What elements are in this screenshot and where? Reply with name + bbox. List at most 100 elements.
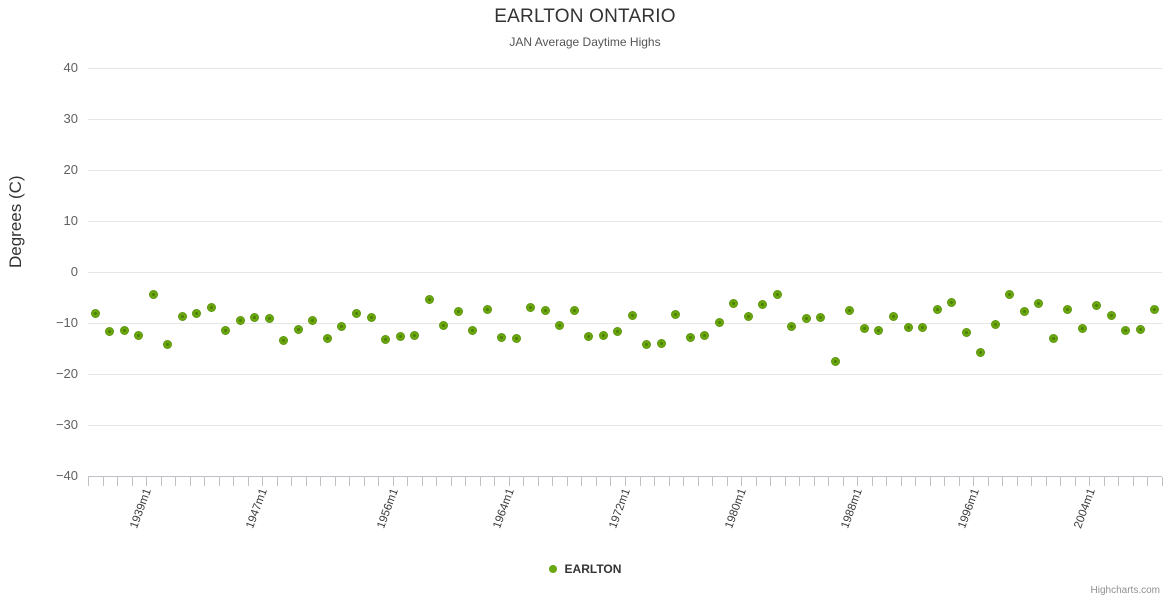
data-point-core (471, 329, 475, 333)
x-axis-tick (204, 477, 206, 486)
data-point[interactable] (468, 326, 478, 336)
data-point[interactable] (526, 302, 536, 312)
data-point[interactable] (903, 323, 913, 333)
data-point[interactable] (177, 312, 187, 322)
x-axis-tick (712, 477, 714, 486)
data-point[interactable] (1077, 324, 1087, 334)
legend-item-label: EARLTON (564, 562, 622, 576)
y-axis-tick-label: −30 (55, 417, 78, 432)
data-point[interactable] (352, 309, 361, 319)
data-point[interactable] (381, 335, 391, 345)
legend-item-earlton[interactable]: EARLTON (548, 562, 622, 576)
data-point[interactable] (337, 321, 347, 331)
data-point[interactable] (874, 326, 884, 336)
data-point[interactable] (497, 333, 507, 343)
data-point[interactable] (105, 326, 115, 336)
x-axis-tick (1031, 477, 1033, 486)
x-axis-tick (581, 477, 583, 486)
data-point[interactable] (163, 340, 173, 350)
gridline (88, 272, 1162, 273)
data-point[interactable] (1092, 301, 1102, 311)
gridline (88, 68, 1162, 69)
data-point[interactable] (511, 333, 521, 343)
data-point[interactable] (816, 313, 826, 323)
data-point-core (529, 305, 533, 309)
data-point[interactable] (1150, 305, 1160, 315)
data-point[interactable] (801, 314, 811, 324)
data-point[interactable] (569, 306, 579, 316)
data-point[interactable] (932, 305, 942, 315)
data-point[interactable] (540, 306, 550, 316)
data-point[interactable] (685, 332, 695, 342)
x-axis-tick (407, 477, 409, 486)
x-axis-tick (218, 477, 220, 486)
data-point[interactable] (235, 316, 245, 326)
data-point[interactable] (395, 331, 405, 341)
data-point[interactable] (1063, 304, 1073, 314)
data-point[interactable] (264, 314, 274, 324)
data-point[interactable] (221, 326, 231, 336)
data-point[interactable] (671, 310, 681, 320)
data-point-core (659, 341, 663, 345)
data-point[interactable] (308, 315, 318, 325)
data-point[interactable] (1048, 334, 1058, 344)
data-point[interactable] (584, 332, 594, 342)
data-point[interactable] (656, 338, 666, 348)
data-point[interactable] (889, 312, 898, 322)
data-point[interactable] (961, 327, 971, 337)
data-point-core (979, 351, 983, 355)
gridline (88, 323, 1162, 324)
data-point-core (616, 330, 620, 334)
data-point[interactable] (148, 289, 158, 299)
data-point[interactable] (729, 299, 739, 309)
data-point[interactable] (90, 308, 100, 318)
legend: EARLTON (0, 562, 1170, 576)
data-point[interactable] (1106, 311, 1116, 321)
data-point-core (892, 315, 895, 319)
data-point[interactable] (1005, 290, 1015, 300)
data-point[interactable] (439, 320, 449, 330)
data-point[interactable] (134, 331, 144, 341)
data-point[interactable] (424, 294, 434, 304)
data-point[interactable] (642, 339, 652, 349)
data-point[interactable] (1135, 324, 1145, 334)
data-point[interactable] (482, 305, 492, 315)
data-point[interactable] (613, 327, 623, 337)
data-point[interactable] (845, 306, 855, 316)
data-point[interactable] (700, 331, 710, 341)
data-point[interactable] (279, 335, 289, 345)
data-point[interactable] (192, 308, 202, 318)
data-point[interactable] (627, 311, 637, 321)
data-point[interactable] (250, 312, 260, 322)
data-point[interactable] (947, 298, 957, 308)
credits-label[interactable]: Highcharts.com (1090, 585, 1160, 596)
x-axis-tick (915, 477, 917, 486)
data-point[interactable] (990, 320, 1000, 330)
data-point[interactable] (206, 303, 216, 313)
data-point-core (1066, 307, 1070, 311)
data-point[interactable] (830, 356, 840, 366)
data-point[interactable] (772, 290, 782, 300)
data-point[interactable] (555, 321, 565, 331)
data-point[interactable] (366, 313, 376, 323)
data-point[interactable] (453, 306, 463, 316)
data-point[interactable] (918, 322, 928, 332)
data-point[interactable] (976, 348, 986, 358)
data-point[interactable] (743, 312, 753, 322)
data-point[interactable] (119, 325, 129, 335)
data-point[interactable] (1019, 306, 1029, 316)
data-point-core (427, 297, 431, 301)
data-point[interactable] (293, 325, 303, 335)
data-point[interactable] (1034, 298, 1044, 308)
data-point[interactable] (1121, 325, 1131, 335)
data-point[interactable] (410, 330, 420, 340)
data-point[interactable] (758, 300, 768, 310)
x-axis-tick (799, 477, 801, 486)
data-point[interactable] (787, 321, 797, 331)
gridline (88, 170, 1162, 171)
data-point[interactable] (714, 317, 724, 327)
data-point[interactable] (322, 333, 332, 343)
data-point[interactable] (859, 324, 869, 334)
data-point[interactable] (598, 331, 608, 341)
x-axis-tick (88, 477, 89, 486)
